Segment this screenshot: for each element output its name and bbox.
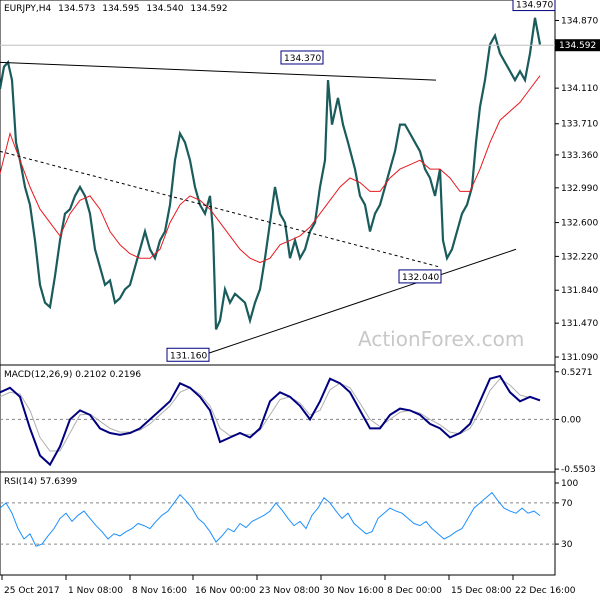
chart-title-line: EURJPY,H4 134.573 134.595 134.540 134.59… — [4, 4, 228, 14]
chart-title: EURJPY,H4 — [4, 4, 52, 14]
x-tick-label-7: 15 Dec 08:00 — [451, 586, 512, 596]
ohlc-close: 134.592 — [190, 4, 227, 14]
ohlc-low: 134.540 — [146, 4, 183, 14]
last-price-label: 134.592 — [559, 41, 596, 51]
annotation-label-3: 131.160 — [170, 351, 207, 361]
price-tick-label-7: 131.840 — [561, 286, 598, 296]
annotation-label-2: 132.040 — [402, 273, 439, 283]
price-tick-label-8: 131.470 — [561, 319, 598, 329]
ohlc-high: 134.595 — [102, 4, 139, 14]
price-tick-label-4: 132.990 — [561, 184, 598, 194]
price-tick-label-0: 134.870 — [561, 16, 598, 26]
price-tick-label-9: 131.090 — [561, 353, 598, 363]
last-price-box — [555, 39, 600, 52]
x-tick-label-1: 1 Nov 08:00 — [68, 586, 123, 596]
annotation-label-1: 134.370 — [284, 54, 321, 64]
trendline-2 — [199, 248, 517, 357]
rsi-label: RSI(14) 57.6399 — [4, 477, 77, 487]
ohlc-open: 134.573 — [58, 4, 95, 14]
annotation-box-0 — [512, 0, 556, 12]
rsi-line — [0, 491, 541, 547]
x-tick-label-8: 22 Dec 16:00 — [515, 586, 576, 596]
macd-tick-label-0: 0.5271 — [561, 368, 593, 378]
rsi-tick-label-2: 30 — [561, 540, 573, 550]
rsi-panel-frame — [0, 471, 556, 576]
x-tick-label-5: 30 Nov 16:00 — [323, 586, 384, 596]
axis-layer: 134.870 134.110 133.710 133.360 132.990 132.6… — [1, 16, 600, 596]
rsi-layer — [0, 491, 555, 547]
price-layer: 134.970 134.370 132.040 131.160 — [0, 0, 556, 362]
macd-label: MACD(12,26,9) 0.2102 0.2196 — [4, 370, 141, 380]
annotation-label-0: 134.970 — [516, 1, 553, 11]
rsi-tick-label-0: 100 — [561, 479, 578, 489]
x-tick-label-6: 8 Dec 00:00 — [387, 586, 442, 596]
x-tick-label-3: 16 Nov 00:00 — [195, 586, 256, 596]
macd-signal-line — [0, 378, 541, 452]
price-series-line — [0, 17, 542, 330]
x-tick-label-2: 8 Nov 16:00 — [132, 586, 187, 596]
price-tick-label-3: 133.360 — [561, 151, 598, 161]
macd-tick-label-2: -0.5503 — [561, 465, 596, 475]
rsi-tick-label-1: 70 — [561, 499, 573, 509]
annotation-box-1 — [280, 50, 324, 65]
macd-tick-label-1: 0.00 — [561, 415, 581, 425]
price-tick-label-6: 132.220 — [561, 252, 598, 262]
price-tick-label-1: 134.110 — [561, 84, 598, 94]
trendline-1 — [0, 150, 441, 268]
x-tick-label-0: 25 Oct 2017 — [4, 586, 60, 596]
moving-average-line — [0, 75, 541, 264]
macd-line — [0, 374, 541, 467]
price-tick-label-5: 132.600 — [561, 219, 598, 229]
annotation-box-2 — [398, 269, 442, 284]
x-tick-label-4: 23 Nov 08:00 — [259, 586, 320, 596]
macd-layer — [0, 374, 555, 467]
trendline-0 — [0, 61, 437, 81]
price-tick-label-2: 133.710 — [561, 120, 598, 130]
annotation-box-3 — [166, 347, 210, 362]
watermark: ActionForex.com — [358, 327, 524, 351]
